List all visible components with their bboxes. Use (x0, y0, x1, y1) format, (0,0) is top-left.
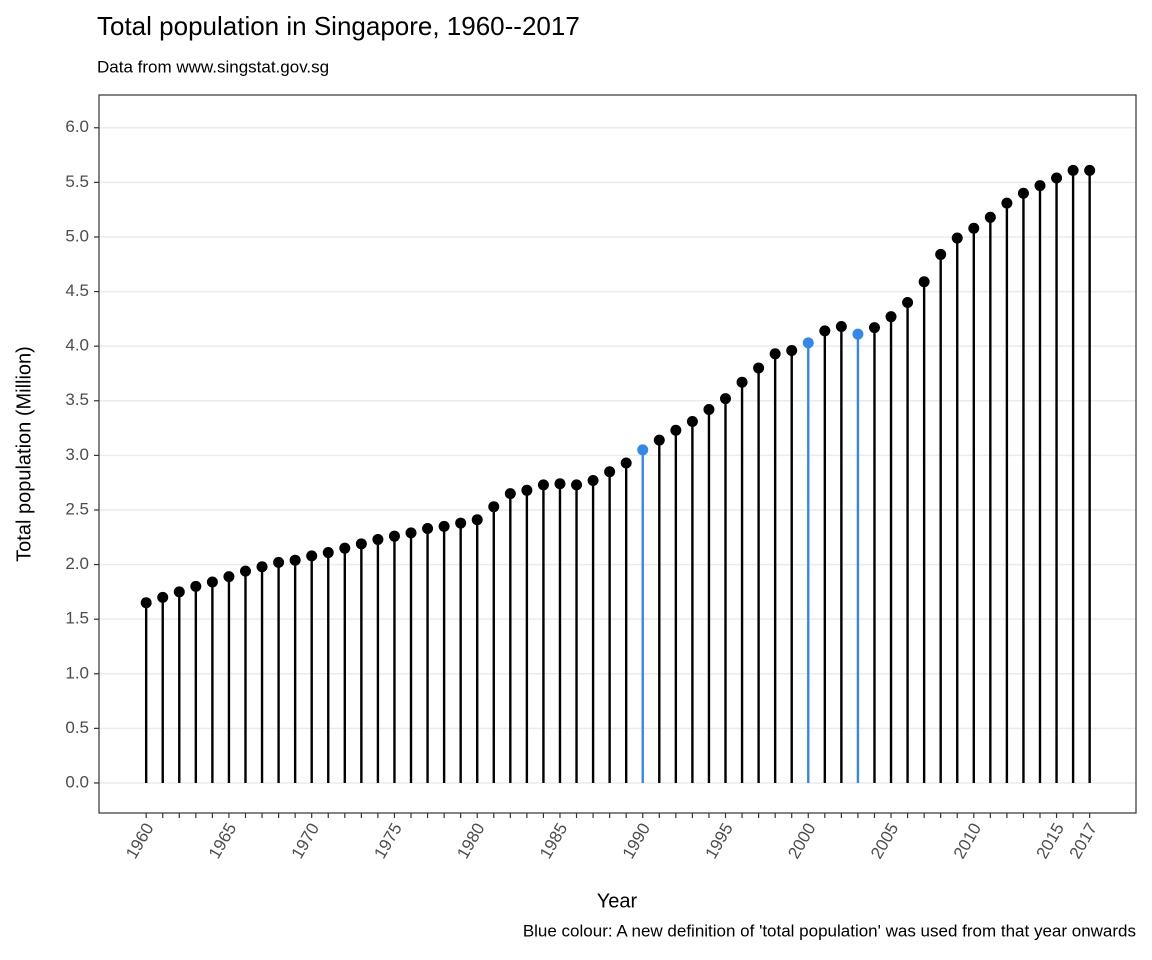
point (388, 530, 400, 542)
point (190, 580, 202, 592)
point (736, 376, 748, 388)
y-tick-label: 0.5 (65, 718, 89, 737)
point (1051, 172, 1063, 184)
x-tick-label: 1965 (205, 820, 240, 862)
point (902, 296, 914, 308)
point (604, 466, 616, 478)
point (802, 337, 814, 349)
point (753, 362, 765, 374)
point (1084, 164, 1096, 176)
point (819, 325, 831, 337)
point (868, 322, 880, 334)
y-tick-label: 0.0 (65, 772, 89, 791)
y-tick-label: 3.0 (65, 445, 89, 464)
point (637, 444, 649, 456)
point (256, 561, 268, 573)
x-tick-label: 1970 (288, 820, 323, 862)
point (653, 434, 665, 446)
point (206, 576, 218, 588)
x-tick-label: 2005 (867, 820, 902, 862)
point (422, 523, 434, 535)
point (554, 478, 566, 490)
point (521, 484, 533, 496)
panel-border (98, 94, 1137, 814)
point (355, 538, 367, 550)
point (488, 501, 500, 513)
chart-subtitle: Data from www.singstat.gov.sg (97, 57, 329, 76)
point (455, 517, 467, 529)
point (703, 404, 715, 416)
point (537, 479, 549, 491)
point (951, 232, 963, 244)
y-tick-label: 5.5 (65, 172, 89, 191)
y-tick-label: 2.5 (65, 499, 89, 518)
point (1034, 180, 1046, 192)
point (670, 424, 682, 436)
y-tick-label: 5.0 (65, 226, 89, 245)
point (786, 345, 798, 357)
x-tick-label: 1975 (370, 820, 405, 862)
point (769, 348, 781, 360)
point (1067, 164, 1079, 176)
point (1001, 197, 1013, 209)
y-tick-label: 1.0 (65, 663, 89, 682)
point (918, 276, 930, 288)
x-tick-label: 2015 (1033, 820, 1068, 862)
point (835, 321, 847, 333)
point (504, 488, 516, 500)
point (1017, 187, 1029, 199)
point (157, 591, 169, 603)
point (322, 547, 334, 559)
point (239, 565, 251, 577)
x-tick-label: 1980 (453, 820, 488, 862)
point (372, 533, 384, 545)
x-axis-label: Year (597, 890, 638, 912)
caption: Blue colour: A new definition of 'total … (523, 921, 1136, 940)
chart-title: Total population in Singapore, 1960--201… (97, 11, 580, 41)
y-tick-label: 6.0 (65, 117, 89, 136)
point (968, 222, 980, 234)
point (140, 597, 152, 609)
y-tick-label: 4.5 (65, 281, 89, 300)
point (289, 554, 301, 566)
y-tick-label: 3.5 (65, 390, 89, 409)
x-tick-label: 1960 (122, 820, 157, 862)
x-tick-label: 2010 (950, 820, 985, 862)
x-tick-label: 2017 (1066, 820, 1101, 862)
y-tick-label: 4.0 (65, 336, 89, 355)
point (173, 586, 185, 598)
x-tick-label: 2000 (784, 820, 819, 862)
y-tick-label: 1.5 (65, 609, 89, 628)
point (306, 550, 318, 562)
point (885, 311, 897, 323)
point (852, 328, 864, 340)
point (223, 571, 235, 583)
y-tick-label: 2.0 (65, 554, 89, 573)
point (471, 514, 483, 526)
x-tick-label: 1990 (619, 820, 654, 862)
x-tick-label: 1985 (536, 820, 571, 862)
point (686, 416, 698, 428)
point (587, 474, 599, 486)
point (405, 527, 417, 539)
point (571, 479, 583, 491)
point (935, 248, 947, 260)
point (273, 556, 285, 568)
x-tick-label: 1995 (701, 820, 736, 862)
point (984, 211, 996, 223)
y-axis-label: Total population (Million) (13, 346, 35, 562)
point (620, 457, 632, 469)
point (720, 393, 732, 405)
point (339, 542, 351, 554)
point (438, 520, 450, 532)
